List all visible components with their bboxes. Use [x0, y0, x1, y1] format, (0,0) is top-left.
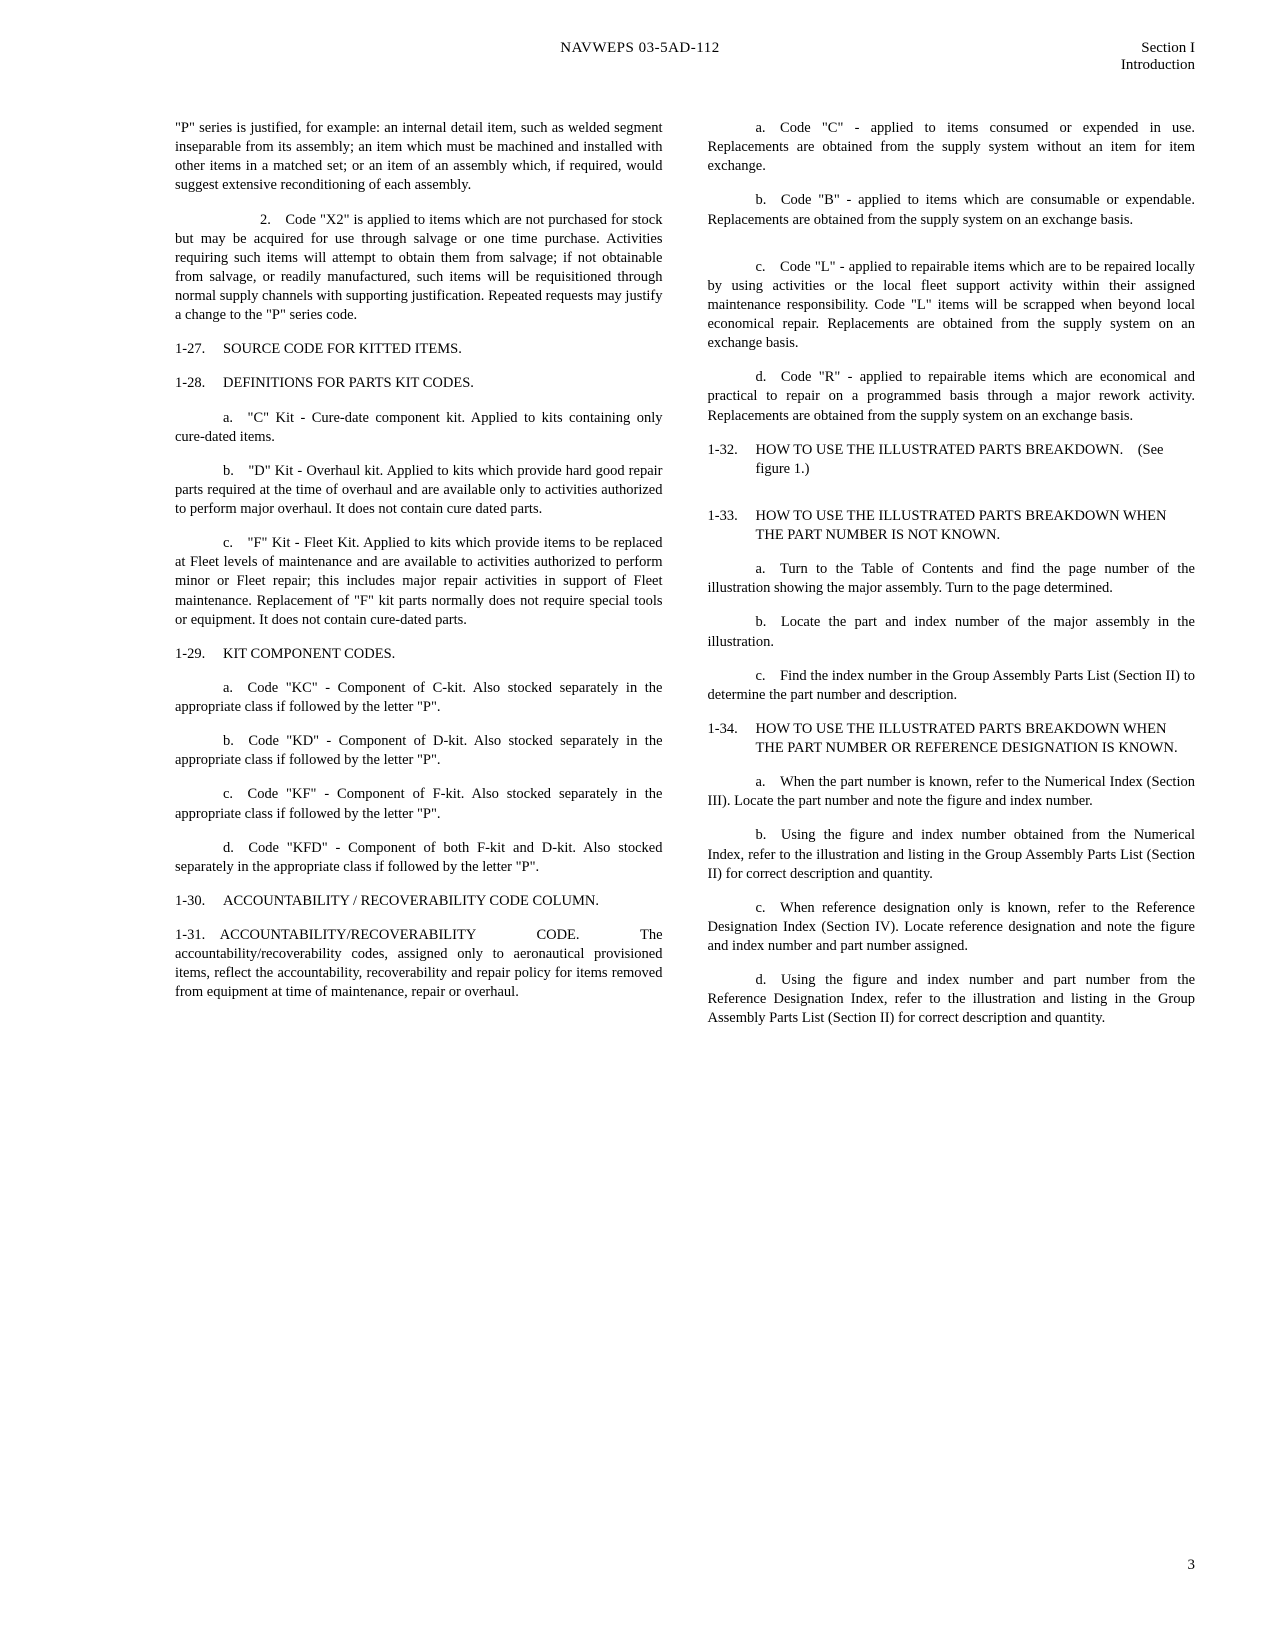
para-1-34-d: d. Using the figure and index number and… — [708, 971, 1196, 1028]
para-1-28-c: c. "F" Kit - Fleet Kit. Applied to kits … — [175, 534, 663, 630]
header-section: Section I Introduction — [1121, 40, 1195, 74]
heading-1-28: 1-28. DEFINITIONS FOR PARTS KIT CODES. — [175, 374, 663, 393]
para-code-x2: 2. Code "X2" is applied to items which a… — [175, 211, 663, 326]
heading-num-1-34: 1-34. — [708, 720, 756, 758]
para-1-31-c: c. Code "L" - applied to repairable item… — [708, 258, 1196, 354]
header-section-line1: Section I — [1121, 40, 1195, 57]
heading-num-1-27: 1-27. — [175, 340, 223, 359]
header-section-line2: Introduction — [1121, 57, 1195, 74]
heading-text-1-30: ACCOUNTABILITY / RECOVERABILITY CODE COL… — [223, 892, 663, 911]
para-1-28-b: b. "D" Kit - Overhaul kit. Applied to ki… — [175, 462, 663, 519]
heading-text-1-27: SOURCE CODE FOR KITTED ITEMS. — [223, 340, 663, 359]
para-1-31-b: b. Code "B" - applied to items which are… — [708, 191, 1196, 229]
para-1-29-d: d. Code "KFD" - Component of both F-kit … — [175, 839, 663, 877]
para-1-28-a: a. "C" Kit - Cure-date component kit. Ap… — [175, 409, 663, 447]
heading-1-34: 1-34. HOW TO USE THE ILLUSTRATED PARTS B… — [708, 720, 1196, 758]
para-1-31-a: a. Code "C" - applied to items consumed … — [708, 119, 1196, 176]
heading-text-1-33: HOW TO USE THE ILLUSTRATED PARTS BREAKDO… — [756, 507, 1196, 545]
para-1-31: 1-31. ACCOUNTABILITY/RECOVERABILITY CODE… — [175, 926, 663, 1003]
left-column: "P" series is justified, for example: an… — [175, 119, 663, 1044]
para-1-29-a: a. Code "KC" - Component of C-kit. Also … — [175, 679, 663, 717]
header-doc-id: NAVWEPS 03-5AD-112 — [560, 40, 719, 57]
heading-text-1-29: KIT COMPONENT CODES. — [223, 645, 663, 664]
para-1-33-b: b. Locate the part and index number of t… — [708, 613, 1196, 651]
page-number: 3 — [1188, 1557, 1196, 1574]
heading-num-1-30: 1-30. — [175, 892, 223, 911]
heading-1-27: 1-27. SOURCE CODE FOR KITTED ITEMS. — [175, 340, 663, 359]
heading-1-32: 1-32. HOW TO USE THE ILLUSTRATED PARTS B… — [708, 441, 1196, 479]
heading-1-29: 1-29. KIT COMPONENT CODES. — [175, 645, 663, 664]
para-1-34-b: b. Using the figure and index number obt… — [708, 826, 1196, 883]
heading-num-1-28: 1-28. — [175, 374, 223, 393]
heading-text-1-32: HOW TO USE THE ILLUSTRATED PARTS BREAKDO… — [756, 441, 1196, 479]
para-1-31-d: d. Code "R" - applied to repairable item… — [708, 368, 1196, 425]
para-1-33-a: a. Turn to the Table of Contents and fin… — [708, 560, 1196, 598]
para-1-34-c: c. When reference designation only is kn… — [708, 899, 1196, 956]
document-page: NAVWEPS 03-5AD-112 Section I Introductio… — [0, 0, 1280, 1634]
heading-text-1-28: DEFINITIONS FOR PARTS KIT CODES. — [223, 374, 663, 393]
heading-num-1-33: 1-33. — [708, 507, 756, 545]
heading-1-33: 1-33. HOW TO USE THE ILLUSTRATED PARTS B… — [708, 507, 1196, 545]
para-p-series: "P" series is justified, for example: an… — [175, 119, 663, 196]
heading-1-30: 1-30. ACCOUNTABILITY / RECOVERABILITY CO… — [175, 892, 663, 911]
para-1-29-c: c. Code "KF" - Component of F-kit. Also … — [175, 785, 663, 823]
para-1-33-c: c. Find the index number in the Group As… — [708, 667, 1196, 705]
content-columns: "P" series is justified, for example: an… — [175, 119, 1195, 1044]
heading-num-1-29: 1-29. — [175, 645, 223, 664]
para-1-29-b: b. Code "KD" - Component of D-kit. Also … — [175, 732, 663, 770]
heading-num-1-32: 1-32. — [708, 441, 756, 479]
right-column: a. Code "C" - applied to items consumed … — [708, 119, 1196, 1044]
heading-text-1-34: HOW TO USE THE ILLUSTRATED PARTS BREAKDO… — [756, 720, 1196, 758]
page-header: NAVWEPS 03-5AD-112 Section I Introductio… — [175, 40, 1195, 74]
para-1-34-a: a. When the part number is known, refer … — [708, 773, 1196, 811]
